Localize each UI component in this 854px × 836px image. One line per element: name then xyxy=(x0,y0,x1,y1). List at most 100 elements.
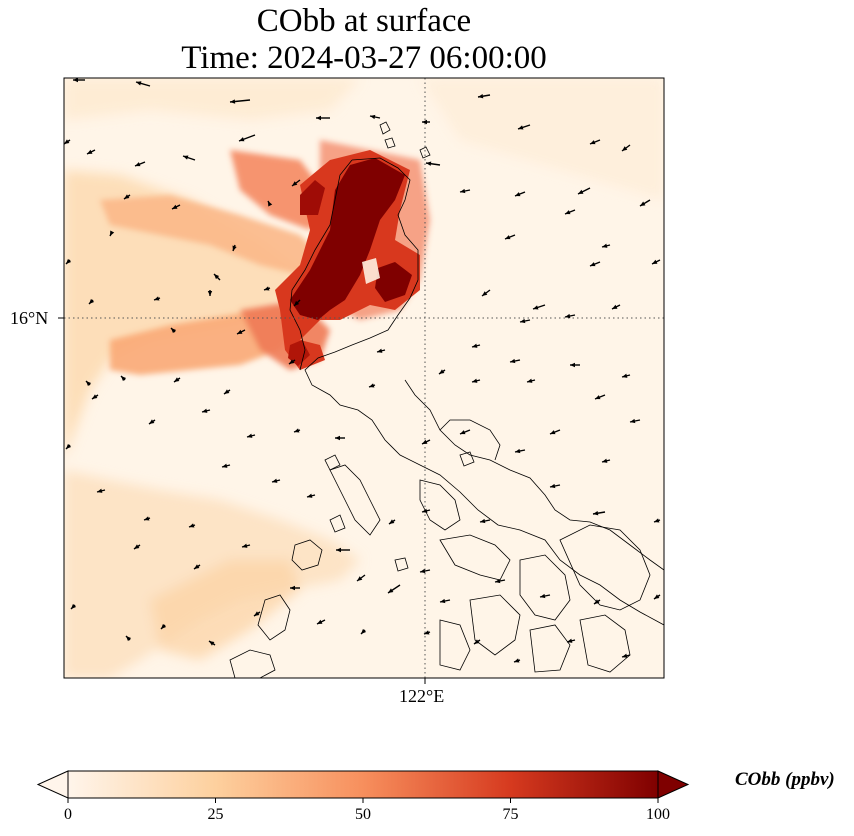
wind-arrow-head xyxy=(515,448,521,454)
wind-arrow-head xyxy=(136,81,142,86)
wind-arrow-head xyxy=(550,483,556,489)
wind-arrow-head xyxy=(420,568,426,574)
wind-arrow-head xyxy=(89,298,95,304)
wind-arrow-head xyxy=(640,201,646,206)
wind-arrow-head xyxy=(121,376,127,382)
wind-arrow-head xyxy=(209,641,215,646)
wind-arrow-head xyxy=(239,137,245,142)
wind-arrow-head xyxy=(565,313,571,319)
wind-arrow-head xyxy=(268,201,273,207)
figure-subtitle-time: Time: 2024-03-27 06:00:00 xyxy=(181,40,547,76)
wind-arrow-head xyxy=(369,383,375,388)
wind-arrow-head xyxy=(134,544,140,549)
wind-arrow-head xyxy=(518,125,524,130)
wind-arrow-head xyxy=(595,395,601,400)
wind-arrow-head xyxy=(570,362,575,368)
colorbar-gradient xyxy=(68,771,658,798)
wind-arrow-head xyxy=(171,328,177,334)
wind-arrow-head xyxy=(336,547,341,553)
wind-arrow-head xyxy=(654,518,660,523)
wind-arrow-head xyxy=(515,192,521,197)
wind-arrow-head xyxy=(550,430,556,435)
wind-arrow-head xyxy=(161,623,167,629)
wind-arrow-head xyxy=(242,543,248,548)
colorbar-tick-label: 100 xyxy=(646,806,670,823)
wind-arrow-head xyxy=(472,343,478,348)
wind-arrow-head xyxy=(505,235,511,240)
wind-arrow-head xyxy=(317,619,323,624)
wind-arrow-head xyxy=(630,418,636,424)
wind-arrow-head xyxy=(388,588,394,593)
wind-arrow-head xyxy=(590,140,596,145)
wind-arrow-head xyxy=(172,204,178,209)
wind-arrow-head xyxy=(527,378,533,383)
wind-arrow-head xyxy=(149,419,155,424)
plume-core xyxy=(288,158,412,366)
wind-arrow-head xyxy=(652,259,658,264)
wind-arrow-head xyxy=(422,508,428,513)
wind-arrow-head xyxy=(654,594,660,599)
wind-arrow-head xyxy=(460,188,466,194)
wind-arrow-head xyxy=(482,291,488,296)
colorbar xyxy=(36,770,690,803)
wind-arrow-head xyxy=(514,658,520,663)
wind-arrow-head xyxy=(154,296,160,301)
wind-arrow-head xyxy=(135,162,141,167)
wind-arrow-head xyxy=(183,155,189,160)
wind-arrow-head xyxy=(110,230,115,236)
colorbar-tick-label: 75 xyxy=(502,806,519,823)
wind-arrow-head xyxy=(567,638,573,643)
wind-arrow-head xyxy=(202,408,208,413)
wind-arrow-head xyxy=(578,189,584,194)
wind-arrow-head xyxy=(335,435,340,441)
wind-arrow-head xyxy=(612,304,618,309)
wind-arrow-head xyxy=(264,286,270,291)
wind-arrow-head xyxy=(292,181,298,186)
wind-arrow-head xyxy=(565,210,571,215)
wind-arrow-head xyxy=(73,77,78,83)
wind-arrow-head xyxy=(478,94,484,99)
wind-arrow-head xyxy=(174,377,180,382)
wind-arrow-head xyxy=(510,358,516,364)
wind-vectors xyxy=(63,77,661,663)
wind-arrow-head xyxy=(472,378,478,383)
wind-arrow-head xyxy=(294,428,300,433)
wind-arrow-head xyxy=(622,653,628,658)
wind-arrow-head xyxy=(622,373,628,378)
colorbar-extend-min xyxy=(36,770,69,799)
wind-arrow-head xyxy=(290,585,295,591)
wind-arrow-head xyxy=(480,518,486,524)
wind-arrow-head xyxy=(361,628,367,634)
wind-arrow-head xyxy=(214,274,220,280)
longitude-label: 122°E xyxy=(399,686,445,706)
colorbar-extend-max xyxy=(657,770,690,799)
wind-arrow-head xyxy=(370,114,376,120)
wind-arrow-head xyxy=(307,493,313,498)
wind-arrow-head xyxy=(222,463,228,468)
wind-arrow-head xyxy=(64,139,70,144)
wind-arrow-head xyxy=(533,305,539,310)
wind-arrow-head xyxy=(495,578,501,584)
colorbar-tick-label: 25 xyxy=(207,806,224,823)
wind-arrow-head xyxy=(593,511,599,516)
wind-arrow-head xyxy=(540,593,546,599)
wind-arrow-head xyxy=(86,381,92,387)
concentration-field xyxy=(64,78,664,678)
wind-arrow-head xyxy=(224,389,230,394)
colorbar-ticks xyxy=(67,798,659,803)
wind-arrow-head xyxy=(590,262,596,267)
wind-arrow-head xyxy=(87,149,93,154)
wind-arrow-head xyxy=(272,478,278,483)
wind-arrow-head xyxy=(66,258,72,264)
colorbar-tick-label: 50 xyxy=(355,806,371,823)
wind-arrow-head xyxy=(289,359,295,364)
wind-arrow-head xyxy=(126,636,132,642)
colorbar-tick-label: 0 xyxy=(64,806,72,823)
wind-arrow-head xyxy=(460,430,466,435)
wind-arrow-head xyxy=(622,146,628,151)
map-frame xyxy=(63,77,665,679)
latitude-label: 16°N xyxy=(10,308,49,328)
wind-arrow-head xyxy=(474,639,480,644)
wind-arrow-head xyxy=(230,99,236,104)
wind-arrow-head xyxy=(189,523,195,528)
